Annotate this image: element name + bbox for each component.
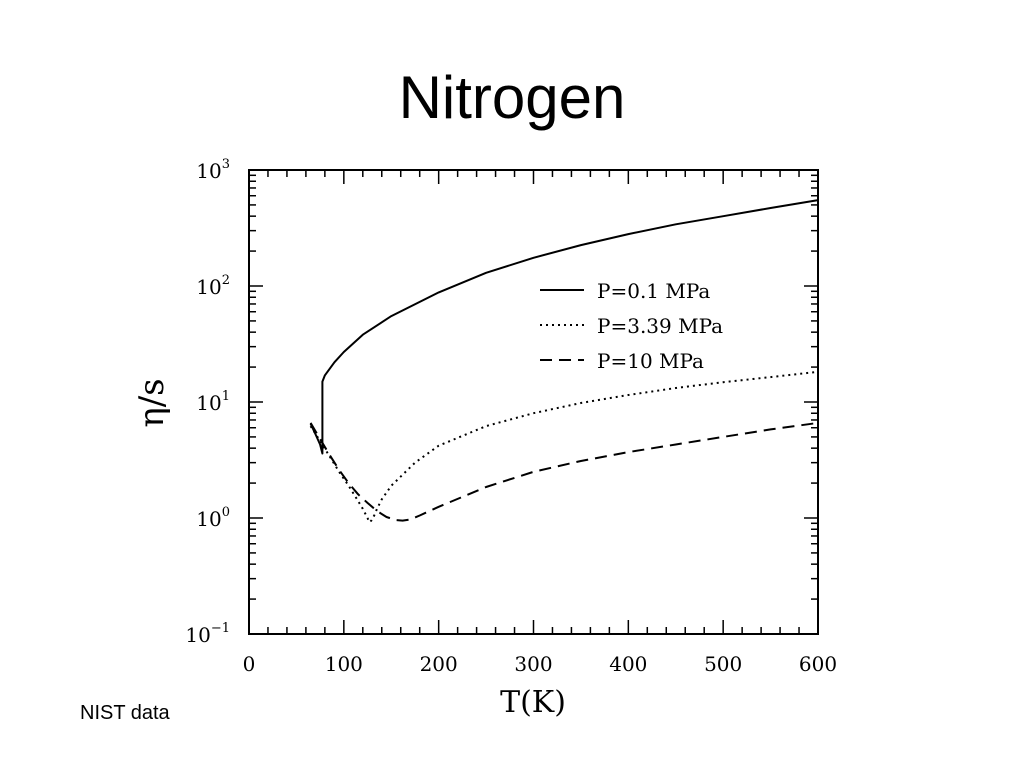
- series-line-p-3-39-mpa: [309, 370, 819, 524]
- chart-axes: 0 100 200 300 400 500 600 10−1 100 101 102 103: [185, 157, 837, 676]
- x-tick-label: 100: [325, 652, 363, 676]
- x-tick-label: 300: [514, 652, 552, 676]
- x-tick-label: 400: [609, 652, 647, 676]
- legend-label: P=0.1 MPa: [597, 279, 710, 303]
- x-tick-label: 600: [799, 652, 837, 676]
- chart-legend: P=0.1 MPa P=3.39 MPa P=10 MPa: [540, 279, 723, 373]
- y-axis-label: η/s: [132, 378, 172, 427]
- x-axis-label: T(K): [500, 685, 566, 720]
- x-tick-label: 200: [420, 652, 458, 676]
- plot-frame: [248, 169, 819, 635]
- y-tick-label: 101: [196, 389, 230, 415]
- legend-label: P=3.39 MPa: [597, 314, 723, 338]
- x-tick-label: 500: [704, 652, 742, 676]
- y-tick-label: 100: [196, 505, 230, 531]
- y-tick-label: 102: [196, 273, 230, 299]
- chart-series: [309, 199, 819, 524]
- slide-title: Nitrogen: [398, 64, 626, 131]
- y-tick-label: 103: [196, 157, 230, 183]
- x-tick-label: 0: [243, 652, 256, 676]
- series-line-p-10-mpa: [309, 421, 819, 522]
- y-tick-label: 10−1: [185, 621, 230, 647]
- series-line-p-0-1-mpa: [309, 199, 819, 455]
- source-footnote: NIST data: [80, 702, 170, 724]
- legend-label: P=10 MPa: [597, 349, 704, 373]
